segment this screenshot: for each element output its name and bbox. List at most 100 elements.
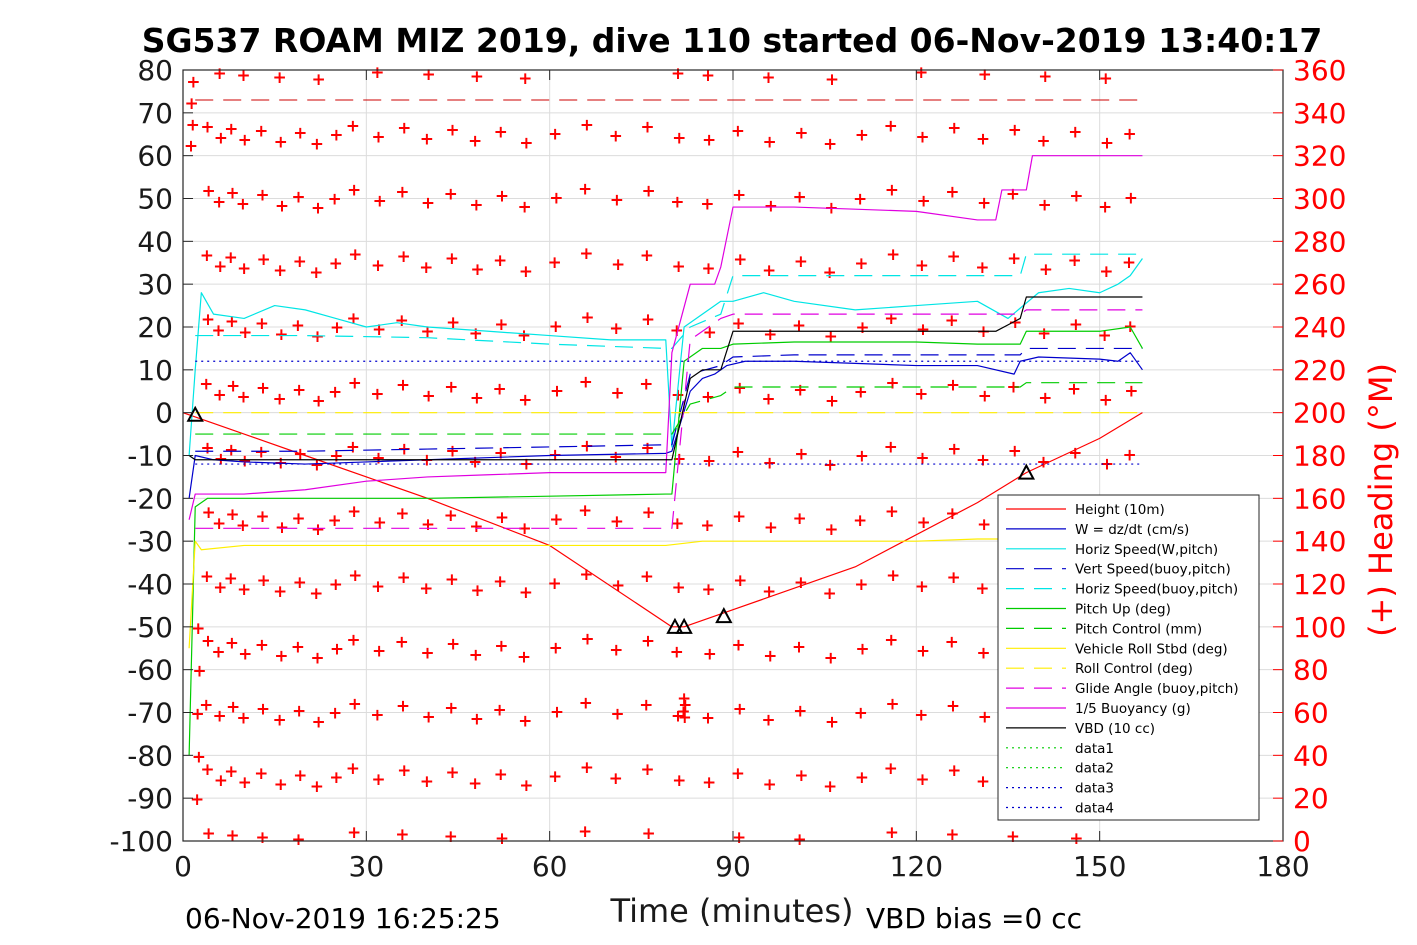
heading-marker: + bbox=[238, 323, 252, 343]
heading-marker: + bbox=[226, 698, 240, 718]
heading-marker: + bbox=[886, 566, 900, 586]
heading-marker: + bbox=[671, 707, 685, 727]
x-tick-label: 150 bbox=[1073, 850, 1126, 883]
heading-marker: + bbox=[494, 444, 508, 464]
heading-marker: + bbox=[1008, 313, 1022, 333]
heading-marker: + bbox=[293, 766, 307, 786]
heading-marker: + bbox=[670, 193, 684, 213]
legend-entry: Glide Angle (buoy,pitch) bbox=[1075, 681, 1239, 697]
heading-marker: + bbox=[192, 747, 206, 767]
heading-marker: + bbox=[272, 68, 286, 88]
heading-marker: + bbox=[202, 182, 216, 202]
heading-marker: + bbox=[1067, 251, 1081, 271]
heading-marker: + bbox=[470, 260, 484, 280]
heading-marker: + bbox=[670, 514, 684, 534]
heading-marker: + bbox=[330, 639, 344, 659]
heading-marker: + bbox=[763, 775, 777, 795]
heading-marker: + bbox=[492, 701, 506, 721]
heading-marker: + bbox=[578, 501, 592, 521]
y2-tick-label: 340 bbox=[1293, 97, 1346, 130]
heading-marker: + bbox=[212, 193, 226, 213]
heading-marker: + bbox=[517, 519, 531, 539]
heading-marker: + bbox=[731, 443, 745, 463]
heading-marker: + bbox=[212, 514, 226, 534]
heading-marker: + bbox=[701, 709, 715, 729]
heading-marker: + bbox=[1068, 444, 1082, 464]
heading-marker: + bbox=[672, 771, 686, 791]
x-tick-label: 30 bbox=[349, 850, 385, 883]
heading-marker: + bbox=[311, 520, 325, 540]
heading-marker: + bbox=[731, 635, 745, 655]
heading-marker: + bbox=[976, 643, 990, 663]
y-tick-label: -60 bbox=[127, 654, 173, 687]
heading-marker: + bbox=[794, 445, 808, 465]
heading-marker: + bbox=[1038, 196, 1052, 216]
heading-marker: + bbox=[824, 520, 838, 540]
heading-marker: + bbox=[946, 247, 960, 267]
heading-marker: + bbox=[371, 577, 385, 597]
heading-marker: + bbox=[1067, 379, 1081, 399]
heading-marker: + bbox=[395, 632, 409, 652]
heading-marker: + bbox=[640, 439, 654, 459]
heading-marker: + bbox=[578, 822, 592, 842]
heading-marker: + bbox=[855, 639, 869, 659]
heading-marker: + bbox=[254, 443, 268, 463]
heading-marker: + bbox=[347, 502, 361, 522]
heading-marker: + bbox=[548, 767, 562, 787]
heading-marker: + bbox=[236, 66, 250, 86]
heading-marker: + bbox=[493, 251, 507, 271]
heading-marker: + bbox=[327, 190, 341, 210]
heading-marker: + bbox=[671, 64, 685, 84]
series-line-6 bbox=[195, 382, 1143, 435]
heading-marker: + bbox=[256, 378, 270, 398]
heading-marker: + bbox=[825, 713, 839, 733]
heading-marker: + bbox=[824, 327, 838, 347]
heading-marker: + bbox=[211, 642, 225, 662]
heading-marker: + bbox=[885, 181, 899, 201]
heading-marker: + bbox=[1069, 315, 1083, 335]
heading-marker: + bbox=[550, 381, 564, 401]
heading-marker: + bbox=[291, 316, 305, 336]
heading-marker: + bbox=[642, 182, 656, 202]
heading-marker: + bbox=[733, 250, 747, 270]
heading-marker: + bbox=[641, 631, 655, 651]
heading-marker: + bbox=[293, 252, 307, 272]
heading-marker: + bbox=[519, 262, 533, 282]
heading-marker: + bbox=[855, 125, 869, 145]
series-line-7 bbox=[188, 536, 1143, 649]
heading-marker: + bbox=[329, 447, 343, 467]
heading-marker: + bbox=[579, 244, 593, 264]
heading-marker: + bbox=[494, 315, 508, 335]
heading-marker: + bbox=[292, 380, 306, 400]
heading-marker: + bbox=[700, 516, 714, 536]
heading-marker: + bbox=[917, 192, 931, 212]
heading-marker: + bbox=[823, 777, 837, 797]
heading-marker: + bbox=[914, 63, 928, 83]
heading-marker: + bbox=[274, 646, 288, 666]
heading-marker: + bbox=[823, 456, 837, 476]
heading-marker: + bbox=[1036, 453, 1050, 473]
heading-marker: + bbox=[470, 388, 484, 408]
heading-marker: + bbox=[853, 190, 867, 210]
series-line-5 bbox=[188, 326, 1143, 756]
legend-entry: Horiz Speed(W,pitch) bbox=[1075, 542, 1218, 558]
heading-marker: + bbox=[371, 770, 385, 790]
heading-marker: + bbox=[254, 121, 268, 141]
footer-timestamp: 06-Nov-2019 16:25:25 bbox=[185, 902, 501, 935]
heading-marker: + bbox=[762, 261, 776, 281]
heading-marker: + bbox=[580, 629, 594, 649]
heading-marker: + bbox=[371, 449, 385, 469]
heading-marker: + bbox=[1007, 249, 1021, 269]
heading-marker: + bbox=[213, 64, 227, 84]
heading-marker: + bbox=[373, 192, 387, 212]
heading-marker: + bbox=[823, 134, 837, 154]
heading-marker: + bbox=[495, 187, 509, 207]
heading-marker: + bbox=[945, 311, 959, 331]
heading-marker: + bbox=[1122, 446, 1136, 466]
heading-marker: + bbox=[327, 511, 341, 531]
heading-marker: + bbox=[549, 510, 563, 530]
heading-marker: + bbox=[609, 319, 623, 339]
heading-marker: + bbox=[348, 695, 362, 715]
heading-marker: + bbox=[494, 122, 508, 142]
